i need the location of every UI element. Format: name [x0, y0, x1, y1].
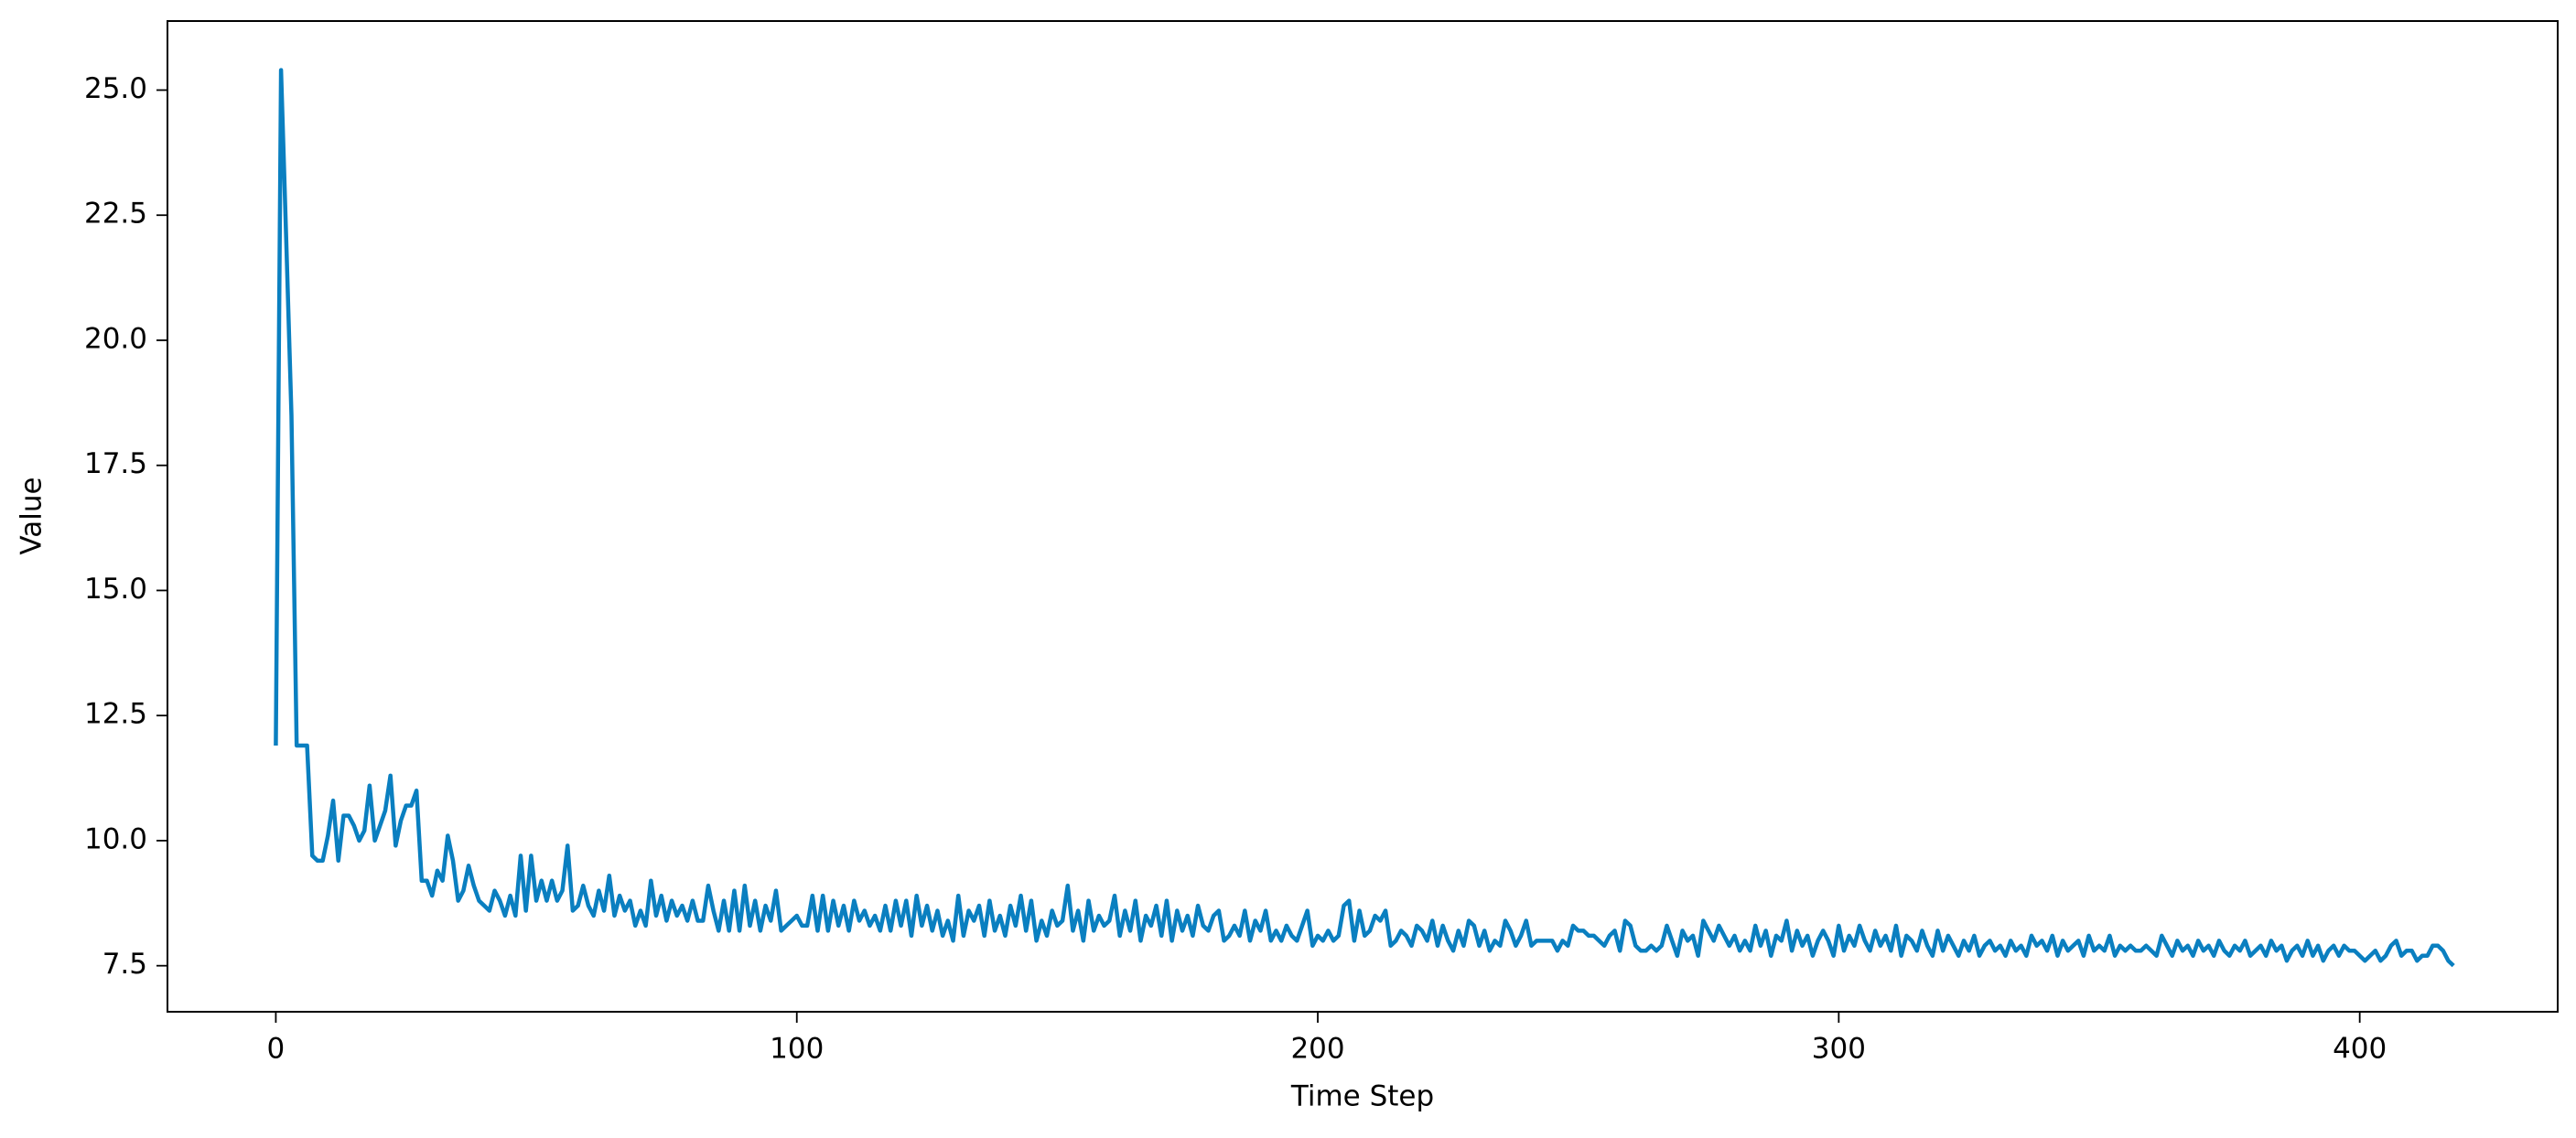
- y-tick-label: 7.5: [102, 948, 147, 981]
- y-tick-label: 17.5: [84, 447, 147, 480]
- x-tick-label: 100: [770, 1033, 824, 1066]
- x-tick-label: 0: [267, 1033, 286, 1066]
- y-tick-label: 12.5: [84, 698, 147, 731]
- x-axis-label: Time Step: [1290, 1080, 1434, 1113]
- y-tick-label: 10.0: [84, 822, 147, 855]
- y-tick-label: 25.0: [84, 72, 147, 105]
- y-axis-label: Value: [16, 477, 49, 554]
- plot-frame: [167, 20, 2559, 1013]
- x-tick-label: 200: [1290, 1033, 1344, 1066]
- data-line: [274, 68, 2455, 968]
- y-tick-label: 20.0: [84, 322, 147, 355]
- x-tick-label: 400: [2333, 1033, 2387, 1066]
- y-tick-label: 22.5: [84, 198, 147, 231]
- y-tick-label: 15.0: [84, 573, 147, 606]
- x-tick-label: 300: [1812, 1033, 1866, 1066]
